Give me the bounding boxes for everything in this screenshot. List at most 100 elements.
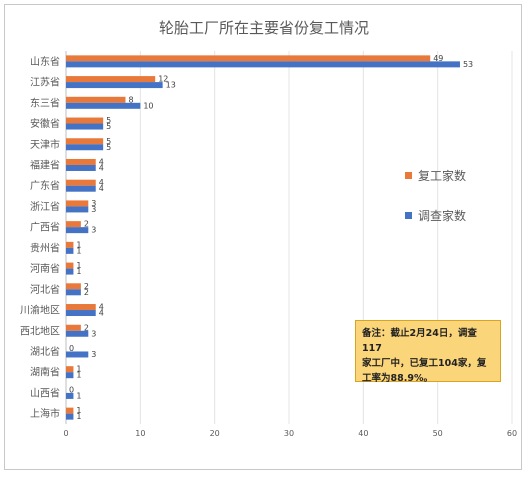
x-tick-label: 40 <box>358 429 368 438</box>
data-label: 4 <box>99 163 104 172</box>
category-label: 福建省 <box>30 158 60 171</box>
bar-surveyed <box>66 144 104 151</box>
category-label: 浙江省 <box>30 200 60 213</box>
data-label: 49 <box>433 54 443 63</box>
bar-surveyed <box>66 289 81 296</box>
x-tick-label: 20 <box>210 429 220 438</box>
legend: 复工家数 调查家数 <box>405 168 466 223</box>
bar-surveyed <box>66 413 74 420</box>
category-label: 河南省 <box>30 262 60 275</box>
data-label: 5 <box>106 143 111 152</box>
data-label: 3 <box>91 226 96 235</box>
category-label: 山东省 <box>30 55 60 68</box>
gridlines <box>65 51 513 424</box>
data-label: 5 <box>106 137 111 146</box>
x-axis-ticks: 0 10 20 30 40 50 60 <box>63 429 517 438</box>
data-label: 3 <box>91 350 96 359</box>
data-label: 1 <box>76 391 81 400</box>
data-label: 1 <box>76 246 81 255</box>
data-label: 1 <box>76 371 81 380</box>
legend-swatch-series-0 <box>405 172 412 179</box>
category-label: 湖北省 <box>30 345 60 358</box>
note-line-3: 工率为88.9%。 <box>362 373 433 384</box>
bar-resumed <box>66 55 431 62</box>
bar-resumed <box>66 366 74 373</box>
data-label: 1 <box>76 240 81 249</box>
data-label: 1 <box>76 261 81 270</box>
bar-resumed <box>66 262 74 269</box>
category-label: 广东省 <box>30 179 60 192</box>
data-label: 3 <box>91 199 96 208</box>
note-line-2: 家工厂中，已复工104家，复 <box>362 358 487 369</box>
data-label: 2 <box>84 323 89 332</box>
category-label: 江苏省 <box>30 76 60 89</box>
legend-swatch-series-1 <box>405 212 412 219</box>
data-label: 10 <box>143 101 153 110</box>
x-tick-label: 10 <box>135 429 145 438</box>
legend-label-series-1: 调查家数 <box>418 208 466 223</box>
category-label: 川渝地区 <box>20 304 60 317</box>
data-label: 3 <box>91 205 96 214</box>
category-label: 山西省 <box>30 386 60 399</box>
chart-frame: 轮胎工厂所在主要省份复工情况 49 53 12 13 8 10 5 5 5 5 4 4 4 4 3 3 2 3 1 1… <box>4 4 522 470</box>
bar-resumed <box>66 96 126 103</box>
bar-surveyed <box>66 372 74 379</box>
bar-resumed <box>66 138 104 145</box>
bar-resumed <box>66 283 81 290</box>
data-label: 3 <box>91 329 96 338</box>
category-label: 安徽省 <box>30 117 60 130</box>
bar-surveyed <box>66 268 74 275</box>
bar-resumed <box>66 200 89 207</box>
data-label: 4 <box>99 178 104 187</box>
x-tick-label: 60 <box>507 429 517 438</box>
bar-resumed <box>66 304 96 311</box>
bar-resumed <box>66 76 156 83</box>
data-label: 1 <box>76 412 81 421</box>
data-label: 2 <box>84 282 89 291</box>
category-label: 广西省 <box>30 221 60 234</box>
bar-surveyed <box>66 164 96 171</box>
data-label: 1 <box>76 365 81 374</box>
bar-resumed <box>66 158 96 165</box>
bar-surveyed <box>66 227 89 234</box>
chart-title: 轮胎工厂所在主要省份复工情况 <box>159 19 369 37</box>
data-label: 4 <box>99 309 104 318</box>
category-label: 贵州省 <box>30 241 60 254</box>
bar-surveyed <box>66 82 163 89</box>
x-tick-label: 30 <box>284 429 294 438</box>
bar-surveyed <box>66 206 89 213</box>
data-label: 53 <box>463 60 473 69</box>
bar-resumed <box>66 407 74 414</box>
bar-chart: 轮胎工厂所在主要省份复工情况 4953121381055554444332311… <box>20 19 517 438</box>
category-label: 东三省 <box>30 96 60 109</box>
category-label: 西北地区 <box>20 324 60 337</box>
x-tick-label: 0 <box>63 429 68 438</box>
data-label: 1 <box>76 267 81 276</box>
bar-resumed <box>66 324 81 331</box>
bar-resumed <box>66 179 96 186</box>
data-label: 5 <box>106 116 111 125</box>
data-label: 5 <box>106 122 111 131</box>
data-label: 13 <box>166 81 176 90</box>
bar-resumed <box>66 221 81 228</box>
bar-surveyed <box>66 392 74 399</box>
data-label: 2 <box>84 220 89 229</box>
category-label: 河北省 <box>30 283 60 296</box>
bar-surveyed <box>66 351 89 358</box>
data-label: 0 <box>69 385 74 394</box>
bar-surveyed <box>66 330 89 337</box>
bar-surveyed <box>66 102 141 109</box>
data-label: 2 <box>84 288 89 297</box>
data-label: 12 <box>158 75 168 84</box>
bars: 4953121381055554444332311112244230311011… <box>66 54 473 421</box>
note-box: 备注：截止2月24日，调查117 家工厂中，已复工104家，复 工率为88.9%… <box>355 320 501 384</box>
category-labels: 山东省江苏省东三省安徽省天津市福建省广东省浙江省广西省贵州省河南省河北省川渝地区… <box>20 55 60 420</box>
bar-surveyed <box>66 310 96 317</box>
bar-resumed <box>66 117 104 124</box>
category-label: 湖南省 <box>30 366 60 379</box>
note-line-1: 备注：截止2月24日，调查117 <box>362 328 477 354</box>
category-label: 天津市 <box>30 138 60 151</box>
bar-resumed <box>66 241 74 248</box>
legend-label-series-0: 复工家数 <box>418 168 466 183</box>
data-label: 0 <box>69 344 74 353</box>
